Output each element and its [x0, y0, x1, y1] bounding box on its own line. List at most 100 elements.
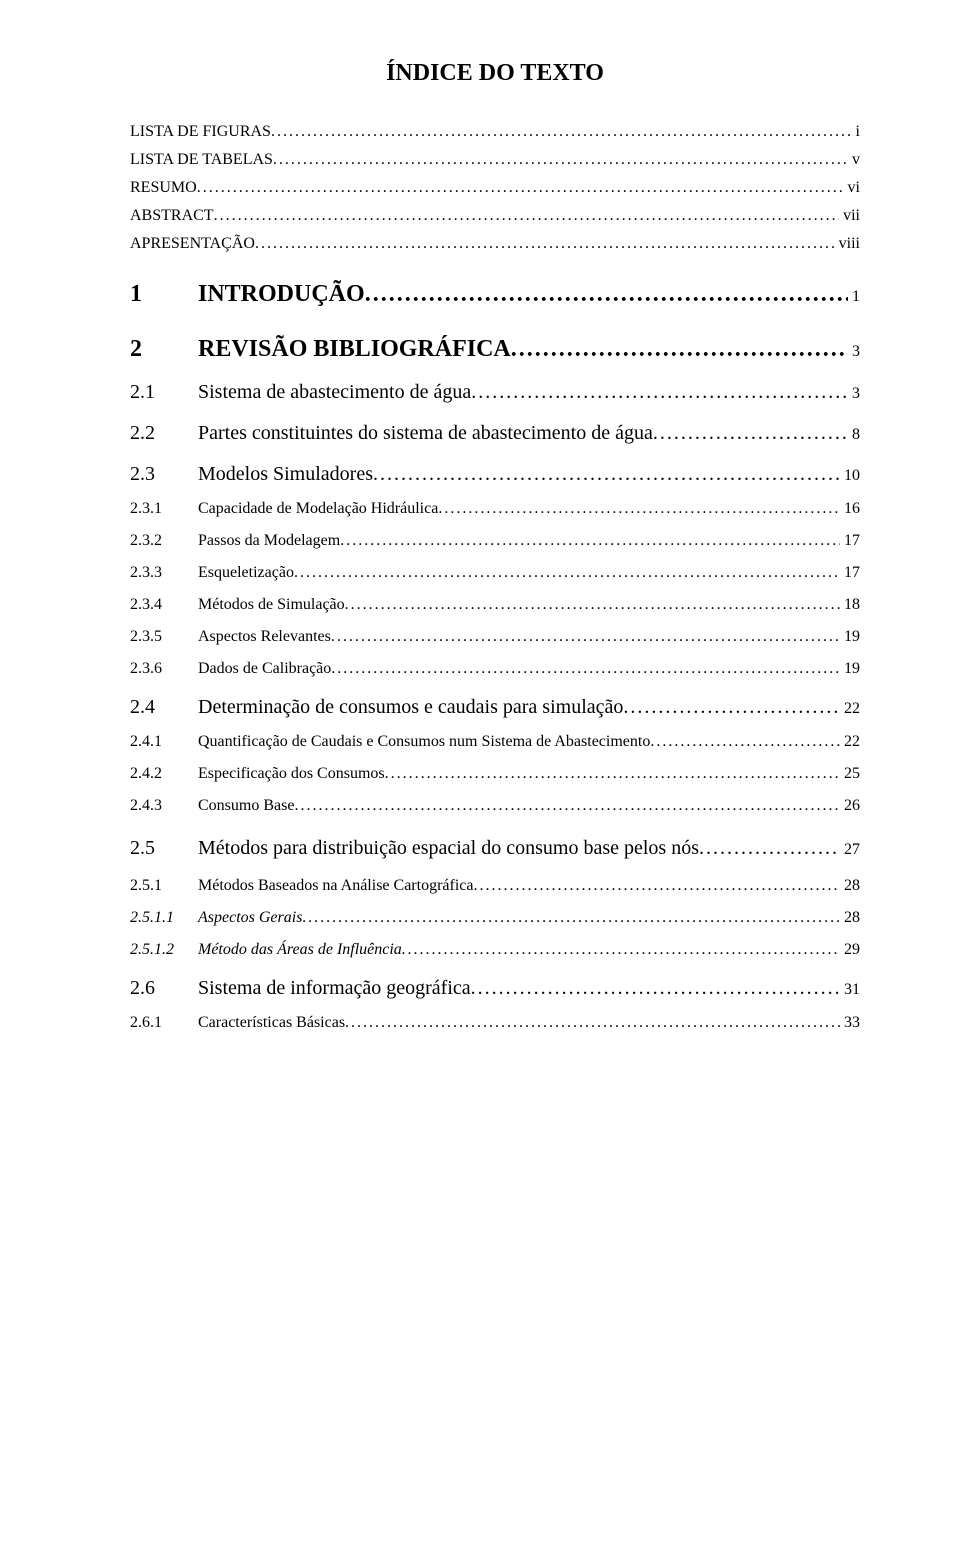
- toc-entry-page: 26: [840, 797, 860, 815]
- toc-entry-number: 2.5.1.1: [130, 909, 198, 927]
- toc-leader-dots: [373, 463, 840, 486]
- toc-entry-label: INTRODUÇÃO: [198, 281, 365, 308]
- toc-entry-page: 16: [840, 500, 860, 518]
- toc-leader-dots: [197, 179, 844, 197]
- toc-entry: 2REVISÃO BIBLIOGRÁFICA 3: [130, 336, 860, 363]
- toc-entry-label: ABSTRACT: [130, 207, 214, 225]
- toc-leader-dots: [214, 207, 840, 225]
- toc-entry-label: Método das Áreas de Influência: [198, 941, 402, 959]
- toc-entry-label: Aspectos Gerais: [198, 909, 302, 927]
- toc-entry-page: 3: [848, 343, 860, 361]
- toc-entry-label: Passos da Modelagem: [198, 532, 340, 550]
- toc-leader-dots: [473, 877, 840, 895]
- toc-entry-number: 2.5: [130, 837, 198, 860]
- toc-entry-number: 2.1: [130, 381, 198, 404]
- toc-leader-dots: [271, 123, 852, 141]
- toc-entry-page: 19: [840, 628, 860, 646]
- toc-leader-dots: [365, 281, 848, 308]
- toc-entry: APRESENTAÇÃO viii: [130, 235, 860, 253]
- toc-entry: 2.3.6Dados de Calibração 19: [130, 660, 860, 678]
- toc-entry-number: 2.3.2: [130, 532, 198, 550]
- toc-entry-page: 8: [848, 426, 860, 444]
- toc-leader-dots: [273, 151, 848, 169]
- toc-entry: 2.3.5Aspectos Relevantes 19: [130, 628, 860, 646]
- toc-entry: 2.5Métodos para distribuição espacial do…: [130, 833, 860, 863]
- toc-entry-label: Sistema de abastecimento de água: [198, 381, 471, 404]
- toc-entry-page: 18: [840, 596, 860, 614]
- toc-entry-number: 2.4: [130, 696, 198, 719]
- toc-leader-dots: [653, 422, 848, 445]
- toc-leader-dots: [331, 628, 840, 646]
- toc-leader-dots: [385, 765, 840, 783]
- toc-entry-label: Determinação de consumos e caudais para …: [198, 696, 623, 719]
- toc-entry-number: 2.3.5: [130, 628, 198, 646]
- toc-entry: 2.6Sistema de informação geográfica 31: [130, 977, 860, 1000]
- toc-entry-page: 17: [840, 532, 860, 550]
- toc-entry: 2.4Determinação de consumos e caudais pa…: [130, 696, 860, 719]
- toc-entry-number: 2.4.3: [130, 797, 198, 815]
- toc-leader-dots: [650, 733, 840, 751]
- toc-entry-page: 28: [840, 909, 860, 927]
- toc-leader-dots: [345, 1014, 840, 1032]
- toc-entry-label: Métodos de Simulação: [198, 596, 345, 614]
- toc-entry-page: 31: [840, 981, 860, 999]
- toc-entry-number: 2.3.3: [130, 564, 198, 582]
- toc-entry-number: 2.6.1: [130, 1014, 198, 1032]
- toc-entry-number: 2.3.6: [130, 660, 198, 678]
- toc-entry-page: 10: [840, 467, 860, 485]
- toc-entry-page: 28: [840, 877, 860, 895]
- toc-entry-page: 27: [840, 841, 860, 859]
- toc-leader-dots: [511, 336, 848, 363]
- toc-entry: 2.5.1.1Aspectos Gerais 28: [130, 909, 860, 927]
- toc-entry-label: Partes constituintes do sistema de abast…: [198, 422, 653, 445]
- toc-entry-number: 2.5.1.2: [130, 941, 198, 959]
- toc-entry: 2.3.3Esqueletização 17: [130, 564, 860, 582]
- toc-entry-page: 22: [840, 733, 860, 751]
- toc-entry-page: 17: [840, 564, 860, 582]
- toc-entry-label: Especificação dos Consumos: [198, 765, 385, 783]
- toc-entry: LISTA DE TABELAS v: [130, 151, 860, 169]
- toc-entry: LISTA DE FIGURAS i: [130, 123, 860, 141]
- toc-entry-page: 25: [840, 765, 860, 783]
- toc-entry-label: Quantificação de Caudais e Consumos num …: [198, 733, 650, 751]
- toc-entry: 2.4.3Consumo Base 26: [130, 797, 860, 815]
- toc-entry: 2.3.4Métodos de Simulação 18: [130, 596, 860, 614]
- toc-entry-label: Consumo Base: [198, 797, 294, 815]
- toc-entry-page: 22: [840, 700, 860, 718]
- toc-entry-label: LISTA DE TABELAS: [130, 151, 273, 169]
- toc-entry-page: i: [852, 123, 860, 141]
- toc-leader-dots: [402, 941, 840, 959]
- toc-entry-label: Modelos Simuladores: [198, 463, 373, 486]
- toc-entry-number: 1: [130, 281, 198, 308]
- toc-entry-number: 2.3.4: [130, 596, 198, 614]
- toc-entry-number: 2.3.1: [130, 500, 198, 518]
- toc-entry: ABSTRACT vii: [130, 207, 860, 225]
- toc-leader-dots: [294, 564, 840, 582]
- toc-leader-dots: [471, 977, 840, 1000]
- toc-entry-number: 2.2: [130, 422, 198, 445]
- toc-entry: 2.1Sistema de abastecimento de água 3: [130, 381, 860, 404]
- toc-entry: 2.3.1Capacidade de Modelação Hidráulica …: [130, 500, 860, 518]
- toc-entry-number: 2: [130, 336, 198, 363]
- toc-entry-page: viii: [835, 235, 860, 253]
- toc-entry: 2.4.1Quantificação de Caudais e Consumos…: [130, 733, 860, 751]
- toc-entry: 1INTRODUÇÃO 1: [130, 281, 860, 308]
- toc-leader-dots: [345, 596, 840, 614]
- toc-entry: 2.6.1Características Básicas 33: [130, 1014, 860, 1032]
- toc-leader-dots: [302, 909, 840, 927]
- toc-entry-label: Esqueletização: [198, 564, 294, 582]
- toc-entry: RESUMO vi: [130, 179, 860, 197]
- toc-entry-number: 2.3: [130, 463, 198, 486]
- toc-entry-label: Capacidade de Modelação Hidráulica: [198, 500, 438, 518]
- toc-entry-label: Aspectos Relevantes: [198, 628, 331, 646]
- toc-entry-page: v: [848, 151, 860, 169]
- doc-title: ÍNDICE DO TEXTO: [130, 60, 860, 87]
- toc-leader-dots: [623, 696, 840, 719]
- toc-entry-label: RESUMO: [130, 179, 197, 197]
- toc-entry-label: Métodos para distribuição espacial do co…: [198, 833, 699, 863]
- table-of-contents: LISTA DE FIGURAS i LISTA DE TABELAS v RESU…: [130, 123, 860, 1032]
- toc-entry: 2.3Modelos Simuladores 10: [130, 463, 860, 486]
- toc-entry-page: 33: [840, 1014, 860, 1032]
- toc-entry-label: Dados de Calibração: [198, 660, 331, 678]
- toc-entry-label: Métodos Baseados na Análise Cartográfica: [198, 877, 473, 895]
